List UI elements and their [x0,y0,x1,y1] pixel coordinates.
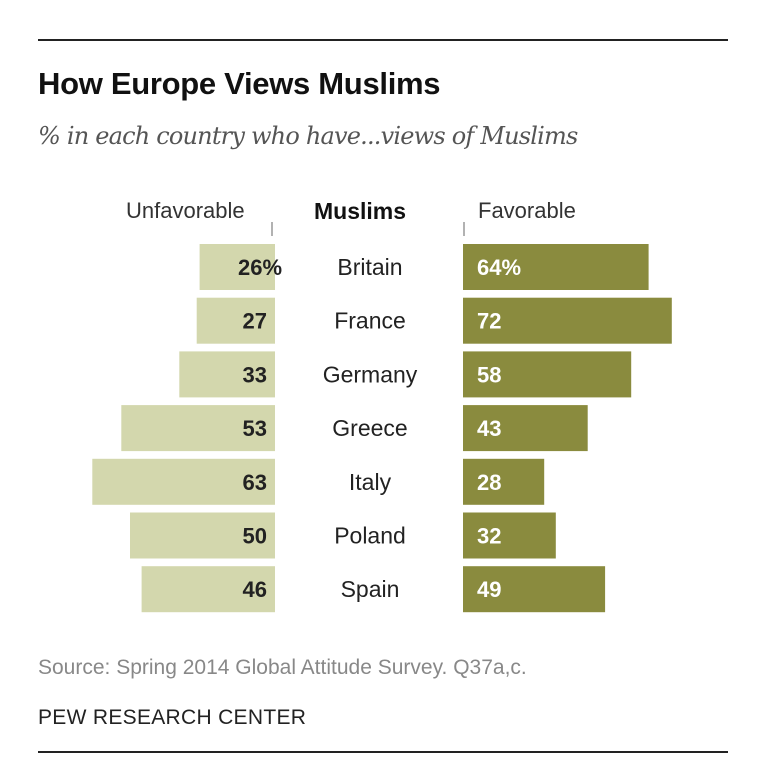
bar-unfavorable [121,405,275,452]
data-label-unfavorable: 53 [243,416,267,441]
category-label: France [334,308,406,334]
bar-favorable [463,244,649,290]
category-label: Britain [337,254,402,280]
data-label-favorable: 58 [477,362,501,387]
legend-favorable: Favorable [478,198,576,223]
bar-unfavorable [130,512,275,559]
category-label: Poland [334,523,406,549]
bar-favorable [463,458,545,505]
bar-favorable [463,351,632,398]
data-label-unfavorable: 26% [238,255,282,280]
data-label-favorable: 28 [477,470,501,495]
bar-favorable [463,297,672,344]
data-label-unfavorable: 46 [243,577,267,602]
data-label-favorable: 32 [477,524,501,549]
category-label: Spain [341,576,400,602]
top-rule [38,39,728,41]
bar-favorable [463,405,588,452]
data-label-favorable: 49 [477,577,501,602]
data-label-favorable: 64% [477,255,521,280]
bar-unfavorable [92,458,275,505]
category-label: Greece [332,415,407,441]
data-label-unfavorable: 50 [243,524,267,549]
legend-unfavorable: Unfavorable [126,198,245,223]
chart-title: How Europe Views Muslims [38,66,441,101]
bar-favorable [463,512,556,559]
data-label-favorable: 72 [477,309,501,334]
category-label: Germany [323,361,418,387]
source-note: Source: Spring 2014 Global Attitude Surv… [38,656,527,679]
bar-unfavorable [196,297,275,344]
category-label: Italy [349,469,392,495]
bar-unfavorable [141,566,275,613]
bar-unfavorable [179,351,275,398]
chart-subtitle: % in each country who have...views of Mu… [38,122,578,150]
data-label-unfavorable: 33 [243,362,267,387]
data-label-unfavorable: 27 [243,309,267,334]
bar-favorable [463,566,606,613]
data-label-unfavorable: 63 [243,470,267,495]
data-label-favorable: 43 [477,416,501,441]
organization-credit: PEW RESEARCH CENTER [38,706,307,729]
bar-unfavorable [199,244,275,290]
bottom-rule [38,751,728,753]
column-header: Muslims [314,198,407,224]
